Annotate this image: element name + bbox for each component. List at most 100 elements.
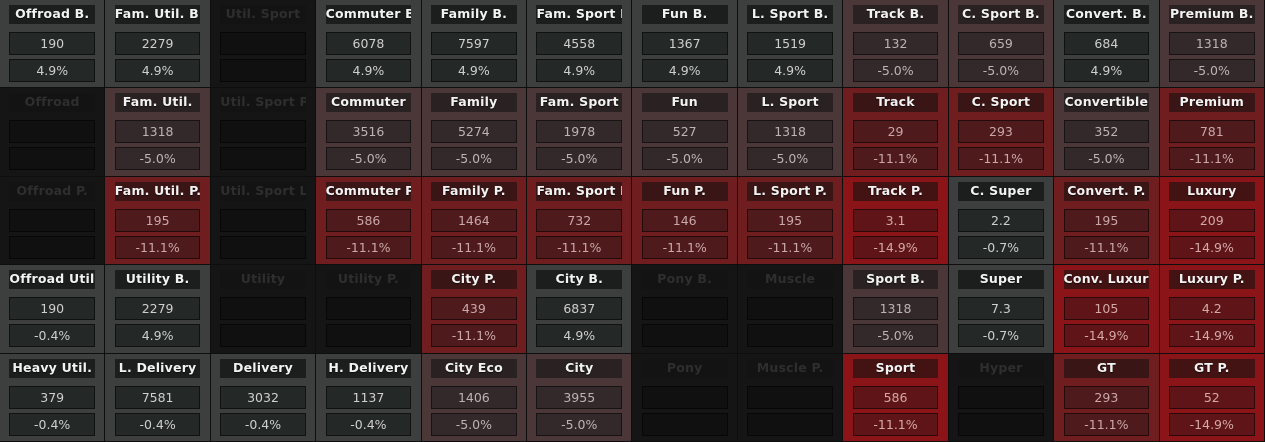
segment-cell-track[interactable]: Track 29 -11.1% [843,88,949,177]
segment-cell-offroad[interactable]: Offroad [0,88,106,177]
segment-value: 1406 [431,385,517,409]
segment-cell-premium[interactable]: Premium 781 -11.1% [1159,88,1265,177]
segment-change [641,324,728,348]
segment-cell-util-sport-l[interactable]: Util. Sport L. [210,176,317,266]
segment-name: Convert. P. [1063,181,1150,201]
segment-change: -0.4% [220,412,306,436]
segment-cell-city-eco[interactable]: City Eco 1406 -5.0% [421,353,528,442]
segment-cell-family[interactable]: Family 5274 -5.0% [421,88,528,177]
segment-cell-delivery[interactable]: Delivery 3032 -0.4% [210,353,317,442]
segment-cell-fam-util-b[interactable]: Fam. Util. B. 2279 4.9% [105,0,211,89]
segment-cell-gt-p[interactable]: GT P. 52 -14.9% [1159,353,1265,442]
segment-cell-fun-b[interactable]: Fun B. 1367 4.9% [632,0,738,89]
segment-name: Sport B. [852,270,939,290]
segment-value: 1978 [536,120,623,144]
segment-cell-sport-b[interactable]: Sport B. 1318 -5.0% [843,265,949,354]
segment-name: City [536,358,623,378]
segment-cell-offroad-util[interactable]: Offroad Util. 190 -0.4% [0,265,106,354]
segment-cell-super[interactable]: Super 7.3 -0.7% [948,265,1055,354]
segment-name: Pony [641,358,728,378]
segment-cell-luxury[interactable]: Luxury 209 -14.9% [1159,176,1265,266]
segment-change: -5.0% [747,147,833,171]
segment-value: 3032 [220,385,306,409]
segment-value: 2279 [114,32,201,55]
segment-cell-commuter-p[interactable]: Commuter P. 586 -11.1% [316,176,422,266]
segment-cell-track-b[interactable]: Track B. 132 -5.0% [843,0,949,89]
segment-change: -14.9% [1168,412,1255,436]
segment-value: 7.3 [958,297,1044,321]
segment-cell-fam-util[interactable]: Fam. Util. 1318 -5.0% [105,88,211,177]
segment-cell-util-sport-p[interactable]: Util. Sport P. [210,88,317,177]
segment-value: 732 [536,208,623,232]
segment-cell-utility-p[interactable]: Utility P. [316,265,422,354]
segment-value: 293 [1063,385,1150,409]
segment-cell-city-p[interactable]: City P. 439 -11.1% [421,265,528,354]
segment-cell-c-sport[interactable]: C. Sport 293 -11.1% [948,88,1055,177]
segment-value: 105 [1063,297,1150,321]
segment-cell-heavy-util[interactable]: Heavy Util. 379 -0.4% [0,353,106,442]
segment-cell-conv-luxury[interactable]: Conv. Luxury 105 -14.9% [1054,265,1160,354]
segment-cell-c-sport-b[interactable]: C. Sport B. 659 -5.0% [948,0,1055,89]
segment-cell-pony[interactable]: Pony [632,353,738,442]
segment-cell-fun-p[interactable]: Fun P. 146 -11.1% [632,176,738,266]
segment-cell-fun[interactable]: Fun 527 -5.0% [632,88,738,177]
segment-cell-h-delivery[interactable]: H. Delivery 1137 -0.4% [316,353,422,442]
segment-cell-l-sport-p[interactable]: L. Sport P. 195 -11.1% [737,176,844,266]
segment-cell-city[interactable]: City 3955 -5.0% [527,353,633,442]
segment-change: 4.9% [641,59,728,82]
segment-cell-l-sport-b[interactable]: L. Sport B. 1519 4.9% [737,0,844,89]
segment-name: Fam. Sport B. [536,5,623,24]
segment-cell-pony-b[interactable]: Pony B. [632,265,738,354]
segment-name: Delivery [220,358,306,378]
segment-cell-l-delivery[interactable]: L. Delivery 7581 -0.4% [105,353,211,442]
segment-cell-muscle-p[interactable]: Muscle P. [737,353,844,442]
segment-cell-fam-util-p[interactable]: Fam. Util. P. 195 -11.1% [105,176,211,266]
segment-cell-muscle[interactable]: Muscle [737,265,844,354]
segment-value: 439 [431,297,517,321]
segment-cell-offroad-p[interactable]: Offroad P. [0,176,106,266]
segment-change: 4.9% [747,59,833,82]
segment-cell-hyper[interactable]: Hyper [948,353,1055,442]
segment-cell-luxury-p[interactable]: Luxury P. 4.2 -14.9% [1159,265,1265,354]
segment-cell-track-p[interactable]: Track P. 3.1 -14.9% [843,176,949,266]
segment-cell-family-b[interactable]: Family B. 7597 4.9% [421,0,528,89]
segment-name: Commuter B. [325,5,412,24]
segment-name: L. Sport [747,93,833,113]
segment-value: 195 [114,208,201,232]
segment-cell-commuter[interactable]: Commuter 3516 -5.0% [316,88,422,177]
segment-value: 4.2 [1168,297,1255,321]
segment-cell-family-p[interactable]: Family P. 1464 -11.1% [421,176,528,266]
segment-cell-fam-sport-p[interactable]: Fam. Sport P. 732 -11.1% [527,176,633,266]
segment-cell-utility[interactable]: Utility [210,265,317,354]
segment-cell-utility-b[interactable]: Utility B. 2279 4.9% [105,265,211,354]
segment-value: 190 [9,297,95,321]
segment-cell-convert-b[interactable]: Convert. B. 684 4.9% [1054,0,1160,89]
segment-name: Hyper [958,358,1044,378]
segment-cell-offroad-b[interactable]: Offroad B. 190 4.9% [0,0,106,89]
segment-cell-l-sport[interactable]: L. Sport 1318 -5.0% [737,88,844,177]
segment-value: 1318 [114,120,201,144]
segment-value: 527 [641,120,728,144]
segment-cell-commuter-b[interactable]: Commuter B. 6078 4.9% [316,0,422,89]
segment-cell-convertible[interactable]: Convertible 352 -5.0% [1054,88,1160,177]
segment-change: -11.1% [1063,235,1150,259]
segment-change: -0.7% [958,235,1044,259]
segment-cell-fam-sport-b[interactable]: Fam. Sport B. 4558 4.9% [527,0,633,89]
segment-name: Fun [641,93,728,113]
segment-cell-city-b[interactable]: City B. 6837 4.9% [527,265,633,354]
segment-cell-fam-sport[interactable]: Fam. Sport 1978 -5.0% [527,88,633,177]
segment-cell-gt[interactable]: GT 293 -11.1% [1054,353,1160,442]
segment-cell-premium-b[interactable]: Premium B. 1318 -5.0% [1159,0,1265,89]
segment-change: -11.1% [1168,147,1255,171]
segment-name: C. Sport B. [958,5,1044,24]
segment-cell-sport[interactable]: Sport 586 -11.1% [843,353,949,442]
segment-change: -0.4% [9,324,95,348]
segment-name: Util. Sport L. [220,181,306,201]
segment-value [220,297,306,321]
segment-cell-c-super[interactable]: C. Super 2.2 -0.7% [948,176,1055,266]
segment-cell-util-sport[interactable]: Util. Sport [210,0,317,89]
segment-value: 352 [1063,120,1150,144]
segment-cell-convert-p[interactable]: Convert. P. 195 -11.1% [1054,176,1160,266]
segment-value [9,120,95,144]
